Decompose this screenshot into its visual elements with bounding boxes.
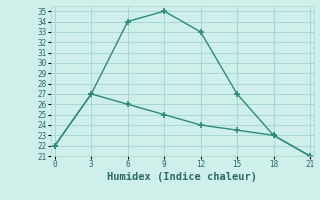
X-axis label: Humidex (Indice chaleur): Humidex (Indice chaleur) [108, 172, 257, 182]
